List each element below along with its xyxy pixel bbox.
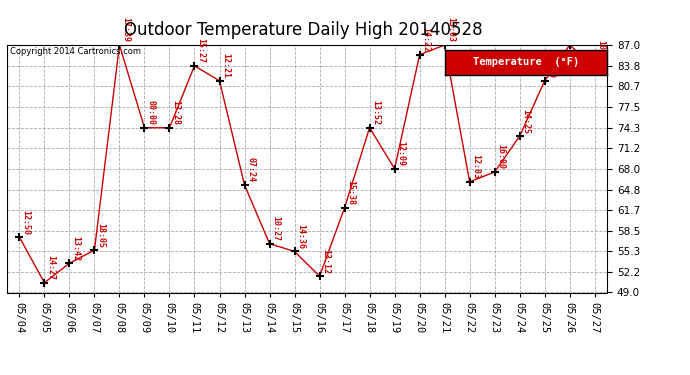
Text: 13:03: 13:03 [446,17,455,42]
Text: 00:00: 00:00 [146,100,155,125]
Text: 12:03: 12:03 [472,154,481,179]
Text: 14:25: 14:25 [522,109,531,134]
Text: 14:22: 14:22 [422,27,431,52]
Text: 10:27: 10:27 [272,216,281,241]
Text: 13:42: 13:42 [72,236,81,261]
Text: 16:00: 16:00 [497,144,506,170]
Text: 17:39: 17:39 [121,17,130,42]
Text: 10:32: 10:32 [597,40,606,65]
Text: 14:36: 14:36 [297,224,306,249]
Text: Outdoor Temperature Daily High 20140528: Outdoor Temperature Daily High 20140528 [124,21,483,39]
Text: 13:12: 13:12 [322,249,331,274]
Text: Copyright 2014 Cartronics.com: Copyright 2014 Cartronics.com [10,48,141,57]
Text: 15:38: 15:38 [346,180,355,205]
Text: 12:09: 12:09 [397,141,406,166]
Text: 11:39: 11:39 [546,53,555,78]
Text: 15:27: 15:27 [197,38,206,63]
Text: 12:50: 12:50 [21,210,30,234]
Text: 13:28: 13:28 [172,100,181,125]
Text: 14:27: 14:27 [46,255,55,280]
Text: 07:24: 07:24 [246,158,255,182]
Text: 12:21: 12:21 [221,53,230,78]
Text: 18:05: 18:05 [97,222,106,248]
Text: 13:52: 13:52 [372,100,381,125]
